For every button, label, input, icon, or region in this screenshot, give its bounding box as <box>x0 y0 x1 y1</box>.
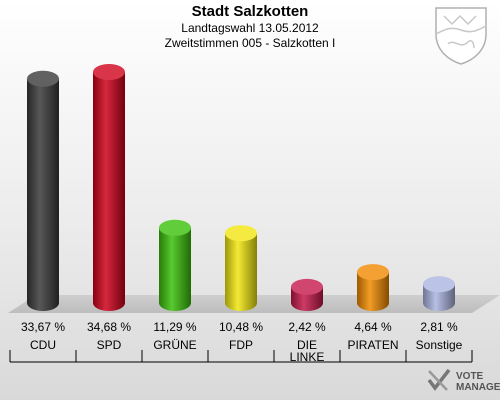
district-subtitle: Zweitstimmen 005 - Salzkotten I <box>164 36 336 50</box>
value-label: 34,68 % <box>87 320 131 334</box>
chart-title: Stadt Salzkotten <box>191 3 309 20</box>
category-label: PIRATEN <box>347 338 398 352</box>
bar-sonstige <box>423 276 455 311</box>
value-label: 2,81 % <box>420 320 458 334</box>
category-label: DIE <box>297 338 317 352</box>
election-subtitle: Landtagswahl 13.05.2012 <box>181 21 319 35</box>
category-label: FDP <box>229 338 253 352</box>
logo-line-vote: VOTE <box>456 371 484 382</box>
bar-piraten <box>357 264 389 311</box>
value-label: 33,67 % <box>21 320 65 334</box>
bar-spd <box>93 64 125 311</box>
category-label: SPD <box>97 338 122 352</box>
value-label: 11,29 % <box>153 320 196 334</box>
category-label: GRÜNE <box>153 338 196 352</box>
value-label: 4,64 % <box>354 320 392 334</box>
coat-of-arms-icon <box>435 7 487 65</box>
category-label: CDU <box>30 338 56 352</box>
category-label: LINKE <box>290 350 325 364</box>
chart-header: Stadt Salzkotten Landtagswahl 13.05.2012… <box>0 3 500 51</box>
value-label: 2,42 % <box>288 320 326 334</box>
bar-grüne <box>159 219 191 311</box>
bar-cdu <box>27 70 59 311</box>
bar-fdp <box>225 225 257 311</box>
vote-manager-logo-icon <box>427 368 451 391</box>
vote-manager-logo-text: VOTE MANAGER <box>456 371 500 393</box>
category-label: Sonstige <box>416 338 463 352</box>
value-label: 10,48 % <box>219 320 263 334</box>
bar-die-linke <box>291 278 323 311</box>
logo-line-manager: MANAGER <box>456 382 500 393</box>
